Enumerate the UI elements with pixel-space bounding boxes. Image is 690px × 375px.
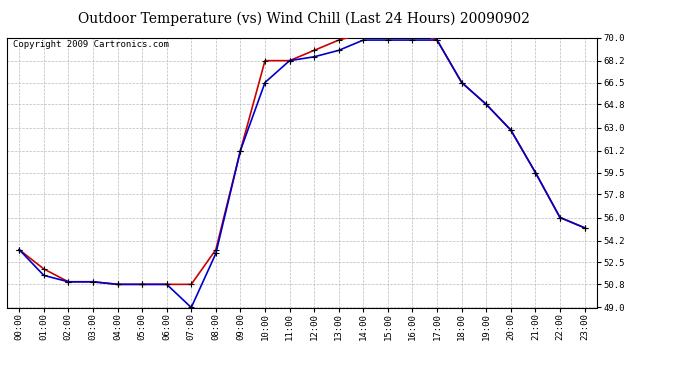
Text: Outdoor Temperature (vs) Wind Chill (Last 24 Hours) 20090902: Outdoor Temperature (vs) Wind Chill (Las… xyxy=(78,11,529,26)
Text: Copyright 2009 Cartronics.com: Copyright 2009 Cartronics.com xyxy=(13,40,168,49)
